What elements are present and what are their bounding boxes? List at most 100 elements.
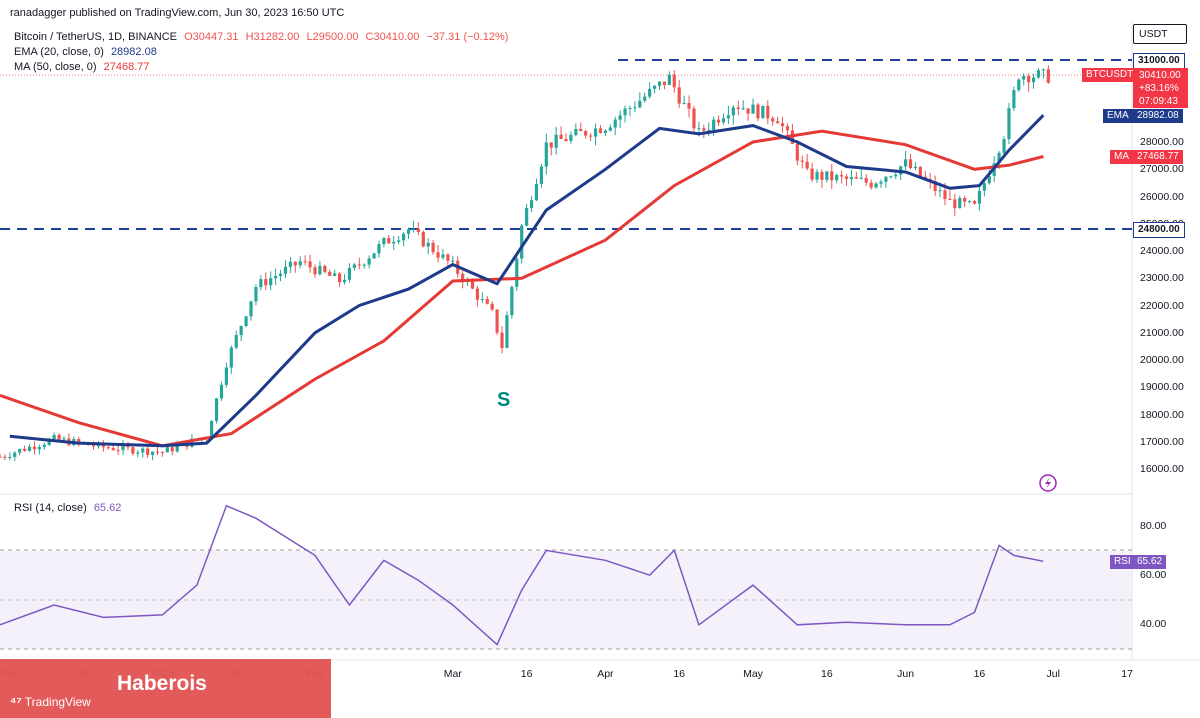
publisher-line: ranadagger published on TradingView.com,… xyxy=(10,7,345,19)
candle-body xyxy=(815,172,819,180)
price-tick: 27000.00 xyxy=(1140,163,1184,176)
candles-group xyxy=(0,65,1050,462)
candle-body xyxy=(938,190,942,192)
candle-body xyxy=(933,181,937,192)
candle-body xyxy=(274,275,278,279)
candle-body xyxy=(37,447,41,450)
candle-body xyxy=(411,228,416,230)
candle-body xyxy=(1017,79,1021,91)
last-price-value: 30410.00 xyxy=(1139,70,1181,81)
tradingview-logo-icon: ⁴⁷ xyxy=(10,694,22,709)
annotation-s: S xyxy=(497,389,511,411)
ema-line xyxy=(9,114,1045,448)
candle-body xyxy=(27,446,32,451)
lightning-icon[interactable] xyxy=(1039,474,1057,492)
time-tick: May xyxy=(743,668,763,680)
candle-body xyxy=(47,439,51,445)
candle-body xyxy=(953,199,957,209)
candle-body xyxy=(146,448,150,455)
candle-body xyxy=(421,232,425,247)
candle-body xyxy=(219,384,224,399)
candle-body xyxy=(1022,75,1026,80)
currency-selector[interactable]: USDT xyxy=(1133,24,1187,44)
symbol-line[interactable]: Bitcoin / TetherUS, 1D, BINANCE xyxy=(14,31,178,43)
candle-body xyxy=(997,152,1001,164)
candle-body xyxy=(451,260,455,262)
candle-body xyxy=(406,229,411,234)
candle-body xyxy=(958,198,962,209)
candle-body xyxy=(347,267,352,280)
candle-body xyxy=(859,177,863,179)
candle-body xyxy=(1041,69,1046,71)
ema-tag-label: EMA xyxy=(1103,109,1133,123)
level-bottom-tag: 24800.00 xyxy=(1133,222,1185,238)
candle-body xyxy=(42,444,46,448)
candle-body xyxy=(525,208,529,226)
candle-body xyxy=(648,88,652,97)
candle-body xyxy=(628,107,632,109)
candle-body xyxy=(805,161,809,169)
candle-body xyxy=(495,309,499,333)
candle-body xyxy=(529,200,534,209)
candle-body xyxy=(746,108,750,114)
candle-body xyxy=(643,96,647,101)
rsi-tag-value: 65.62 xyxy=(1133,555,1167,569)
candle-body xyxy=(352,264,356,268)
candle-body xyxy=(278,273,283,276)
candle-body xyxy=(810,168,814,180)
candle-body xyxy=(633,107,637,109)
legend-row-ma[interactable]: MA (50, close, 0) 27468.77 xyxy=(14,61,150,73)
candle-body xyxy=(229,347,233,368)
candle-body xyxy=(584,131,588,136)
candle-body xyxy=(32,446,37,450)
candle-body xyxy=(0,456,2,458)
candle-body xyxy=(943,190,947,200)
price-tick: 20000.00 xyxy=(1140,354,1184,366)
candle-body xyxy=(712,119,716,130)
candle-body xyxy=(264,279,268,286)
rsi-legend[interactable]: RSI (14, close) 65.62 xyxy=(14,502,121,514)
candle-body xyxy=(716,119,721,123)
candle-body xyxy=(889,176,893,178)
candle-body xyxy=(731,107,735,116)
candle-body xyxy=(780,123,785,127)
candle-body xyxy=(574,128,578,135)
candle-body xyxy=(948,199,952,201)
rsi-tag-label: RSI xyxy=(1110,555,1135,569)
candle-body xyxy=(849,177,854,179)
candle-body xyxy=(825,171,829,180)
candle-body xyxy=(667,74,671,85)
candle-body xyxy=(62,438,66,440)
candle-body xyxy=(1007,108,1011,140)
candle-body xyxy=(549,142,553,148)
candle-body xyxy=(736,107,740,110)
ma-legend-label: MA (50, close, 0) xyxy=(14,61,97,73)
candle-body xyxy=(485,298,489,304)
price-tick: 28000.00 xyxy=(1140,136,1184,148)
candle-body xyxy=(175,445,179,452)
candle-body xyxy=(431,242,435,253)
tradingview-logo[interactable]: ⁴⁷ TradingView xyxy=(10,694,91,709)
price-tick: 18000.00 xyxy=(1140,408,1184,421)
candle-body xyxy=(338,273,342,283)
candle-body xyxy=(392,241,396,244)
candle-body xyxy=(401,233,406,241)
candle-body xyxy=(239,326,243,336)
time-tick: 16 xyxy=(821,668,833,680)
candle-body xyxy=(224,367,228,385)
candle-body xyxy=(707,129,711,131)
channel-name: Haberois xyxy=(117,672,207,695)
time-tick: 17 xyxy=(1121,668,1133,680)
candle-body xyxy=(918,166,922,177)
ema-tag-value: 28982.08 xyxy=(1133,109,1183,123)
candle-body xyxy=(702,128,706,131)
rsi-legend-value: 65.62 xyxy=(93,502,122,514)
time-tick: Mar xyxy=(443,668,462,680)
candle-body xyxy=(835,175,839,181)
legend-row-ema[interactable]: EMA (20, close, 0) 28982.08 xyxy=(14,46,157,58)
candle-body xyxy=(869,182,873,188)
time-tick: Jun xyxy=(897,668,915,680)
candle-body xyxy=(210,421,214,439)
bar-countdown: 07:09:43 xyxy=(1139,96,1178,107)
